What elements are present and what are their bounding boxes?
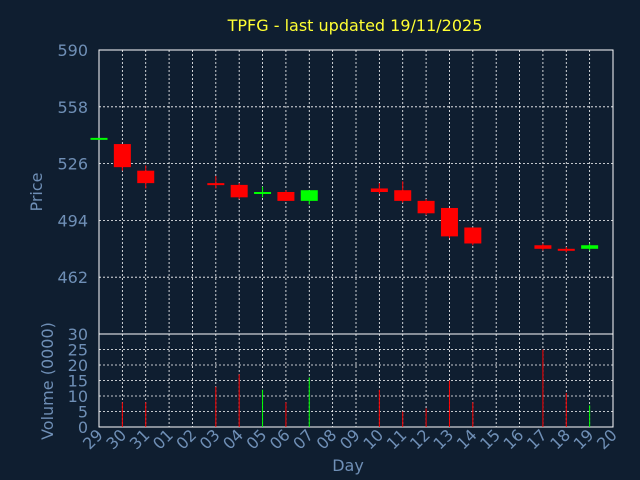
candle-body bbox=[90, 137, 108, 140]
volume-y-tick-label: 15 bbox=[68, 372, 88, 391]
candle-body bbox=[440, 207, 458, 237]
x-axis-label: Day bbox=[332, 456, 364, 475]
price-y-tick-labels: 590 558 526 494 462 bbox=[57, 41, 88, 287]
candles bbox=[90, 137, 599, 253]
x-tick-labels: 2930310102030405060708091011121314151617… bbox=[79, 425, 621, 453]
volume-y-axis-label: Volume (0000) bbox=[38, 322, 57, 440]
candle-body bbox=[254, 192, 272, 194]
candle-body bbox=[300, 190, 318, 201]
x-tick-label: 20 bbox=[593, 425, 621, 453]
price-y-tick-label: 558 bbox=[57, 98, 88, 117]
volume-y-tick-label: 20 bbox=[68, 356, 88, 375]
chart-title: TPFG - last updated 19/11/2025 bbox=[227, 16, 483, 35]
candle-body bbox=[417, 200, 435, 214]
volume-grid bbox=[99, 334, 613, 427]
candle-body bbox=[137, 170, 155, 184]
candle-body bbox=[230, 184, 248, 198]
price-y-tick-label: 590 bbox=[57, 41, 88, 60]
candle-body bbox=[534, 245, 552, 249]
price-y-axis-label: Price bbox=[27, 172, 46, 211]
candle-body bbox=[113, 144, 131, 168]
candle-body bbox=[277, 192, 295, 201]
candle-body bbox=[581, 245, 599, 249]
candle-body bbox=[394, 190, 412, 201]
volume-bars bbox=[121, 349, 591, 427]
candle-body bbox=[464, 227, 482, 244]
price-y-tick-label: 462 bbox=[57, 268, 88, 287]
candle-body bbox=[557, 248, 575, 251]
candle-body bbox=[370, 188, 388, 192]
price-y-tick-label: 526 bbox=[57, 155, 88, 174]
volume-y-tick-label: 10 bbox=[68, 387, 88, 406]
volume-y-tick-label: 5 bbox=[78, 403, 88, 422]
volume-y-tick-label: 25 bbox=[68, 341, 88, 360]
price-grid bbox=[99, 50, 613, 334]
volume-y-tick-label: 0 bbox=[78, 418, 88, 437]
price-y-tick-label: 494 bbox=[57, 211, 88, 230]
volume-y-tick-label: 30 bbox=[68, 325, 88, 344]
candle-body bbox=[207, 183, 225, 186]
